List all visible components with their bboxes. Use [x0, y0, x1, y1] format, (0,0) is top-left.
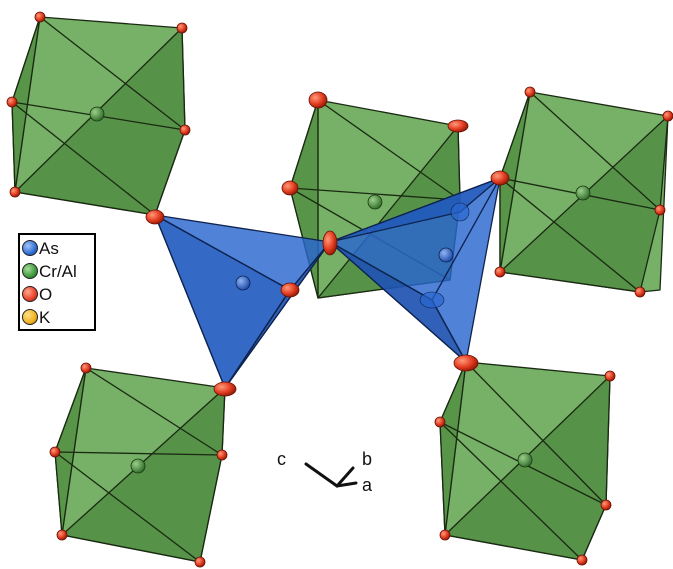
legend-label-as: As — [39, 238, 59, 258]
octahedron-bottom-right — [439, 361, 611, 561]
axis-label-c: c — [277, 449, 286, 469]
octahedron-top-left — [11, 16, 186, 216]
legend-label-k: K — [39, 307, 51, 327]
cr-al-atom-icon — [22, 263, 38, 279]
b-axis-arrow — [335, 466, 355, 488]
as-atom-icon — [22, 240, 38, 256]
axis-label-a: a — [362, 475, 373, 495]
legend-item-cr-al: Cr/Al — [22, 260, 77, 282]
legend-label-cr-al: Cr/Al — [39, 261, 77, 281]
k-atom-icon — [22, 309, 38, 325]
legend-item-k: K — [22, 306, 50, 328]
legend-item-o: O — [22, 283, 52, 305]
octahedron-bottom-left — [54, 367, 226, 563]
o-atom-icon — [22, 286, 38, 302]
octahedron-top-right — [499, 91, 669, 293]
c-axis-arrow — [304, 462, 339, 488]
axis-label-b: b — [362, 449, 373, 469]
tetrahedron-left — [154, 214, 331, 389]
tetrahedron-right — [329, 177, 501, 363]
axis-indicator — [304, 462, 358, 488]
legend-item-as: As — [22, 237, 59, 259]
a-axis-arrow — [335, 481, 358, 488]
oxygen-atoms — [6, 11, 673, 568]
legend-label-o: O — [39, 284, 53, 304]
atom-legend: As Cr/Al O K — [18, 233, 96, 331]
